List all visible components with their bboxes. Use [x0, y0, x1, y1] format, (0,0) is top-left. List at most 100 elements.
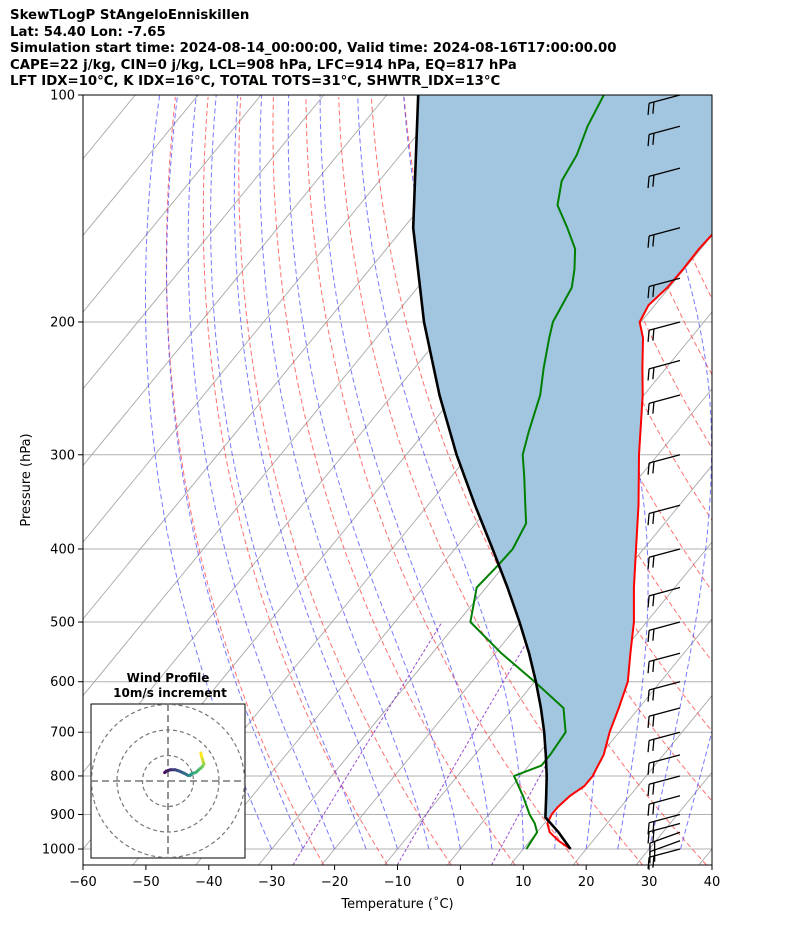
y-tick-label: 600 — [50, 675, 75, 690]
y-tick-label: 100 — [50, 89, 75, 104]
barb-staff — [648, 454, 681, 464]
barb-flag — [647, 595, 650, 608]
dry-adiabat — [763, 97, 794, 865]
x-tick-label: 20 — [578, 875, 595, 890]
barb-flag — [647, 330, 650, 342]
wind-barb — [647, 731, 681, 753]
wind-barb — [647, 454, 681, 475]
barb-staff — [648, 167, 681, 177]
moist-adiabat — [233, 95, 398, 850]
wind-barb — [647, 94, 681, 115]
location-coords: Lat: 54.40 Lon: -7.65 — [10, 24, 166, 40]
wind-barb — [647, 167, 681, 189]
barb-flag — [652, 175, 655, 187]
barb-flag — [652, 401, 655, 414]
barb-staff — [648, 321, 681, 331]
barb-flag — [652, 739, 655, 751]
wind-barb — [647, 359, 681, 381]
y-tick-label: 200 — [50, 315, 75, 330]
isotherm-line — [384, 464, 712, 865]
wind-barb — [647, 775, 681, 796]
stability-params: CAPE=22 j/kg, CIN=0 j/kg, LCL=908 hPa, L… — [10, 57, 517, 73]
x-tick-label: 10 — [515, 875, 532, 890]
barb-flag — [647, 236, 650, 248]
sounding-profiles — [411, 95, 712, 850]
barb-staff — [648, 707, 681, 717]
barb-staff — [648, 731, 681, 742]
barb-staff — [648, 125, 681, 136]
mixing-ratio-line — [292, 621, 443, 865]
wind-barb — [647, 321, 681, 342]
barb-staff — [648, 227, 681, 237]
barb-flag — [652, 101, 655, 114]
isotherm-line — [572, 694, 712, 865]
moist-adiabat — [711, 847, 712, 849]
isotherm-line — [83, 95, 451, 543]
index-params: LFT IDX=10°C, K IDX=16°C, TOTAL TOTS=31°… — [10, 74, 501, 89]
x-tick-label: −40 — [195, 875, 222, 890]
dry-adiabat — [305, 96, 580, 865]
barb-flag — [647, 630, 650, 643]
barb-flag — [647, 857, 650, 870]
barb-flag — [652, 660, 655, 672]
barb-flag — [647, 784, 650, 796]
wind-barb — [647, 681, 681, 702]
barb-flag — [652, 802, 655, 815]
x-tick-label: −60 — [69, 875, 96, 890]
y-axis-label: Pressure (hPa) — [19, 433, 34, 526]
moist-adiabat — [210, 95, 367, 850]
moist-adiabat — [634, 95, 712, 850]
x-tick-label: 0 — [456, 875, 464, 890]
hodograph-trace-segment — [199, 751, 204, 759]
barb-flag — [647, 368, 650, 381]
isotherm-line — [762, 95, 794, 865]
dry-adiabat — [238, 96, 452, 865]
barb-flag — [652, 855, 655, 868]
barb-staff — [648, 795, 681, 805]
moist-adiabat — [259, 95, 430, 850]
x-tick-label: −30 — [258, 875, 285, 890]
wind-barb — [647, 277, 681, 299]
moist-adiabat — [145, 95, 273, 850]
dry-adiabat — [731, 97, 794, 865]
hodograph-title: Wind Profile — [127, 671, 210, 685]
barb-staff — [648, 94, 681, 104]
barb-staff — [648, 548, 681, 558]
barb-staff — [648, 681, 681, 691]
wind-barb — [647, 227, 681, 248]
y-tick-label: 1000 — [42, 843, 75, 858]
wind-barb — [647, 652, 681, 674]
parcel-line — [411, 95, 572, 850]
barb-flag — [652, 555, 655, 568]
simulation-times: Simulation start time: 2024-08-14_00:00:… — [10, 41, 617, 56]
wind-barb — [647, 621, 681, 643]
barb-flag — [652, 821, 655, 834]
barb-flag — [647, 557, 650, 569]
chart-header: SkewTLogP StAngeloEnniskillen Lat: 54.40… — [10, 8, 790, 91]
temperature-line — [546, 233, 712, 850]
barb-flag — [647, 804, 650, 816]
barb-flag — [652, 285, 655, 297]
barb-flag — [647, 822, 650, 835]
x-tick-label: 30 — [641, 875, 658, 890]
x-axis-label: Temperature (˚C) — [340, 896, 453, 912]
hodograph-subtitle: 10m/s increment — [113, 686, 227, 700]
barb-staff — [648, 277, 681, 288]
barb-flag — [647, 403, 650, 416]
wind-barb — [647, 125, 681, 147]
y-tick-label: 700 — [50, 726, 75, 741]
barb-flag — [652, 328, 655, 341]
dry-adiabat — [202, 96, 388, 865]
y-tick-label: 900 — [50, 808, 75, 823]
wind-barb — [647, 586, 681, 608]
barb-staff — [648, 822, 681, 833]
isotherm-line — [83, 95, 388, 467]
barb-flag — [652, 133, 655, 145]
barb-flag — [647, 176, 650, 189]
isotherm-line — [83, 95, 325, 390]
barb-flag — [647, 286, 650, 299]
x-tick-label: −20 — [321, 875, 348, 890]
wind-barbs — [647, 94, 681, 870]
